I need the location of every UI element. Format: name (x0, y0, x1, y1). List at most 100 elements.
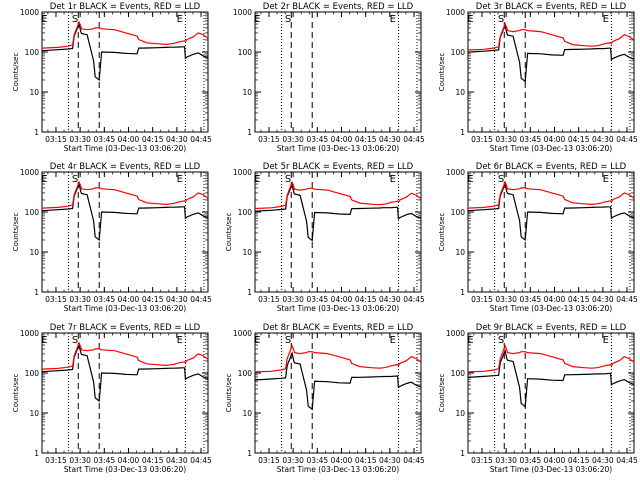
y-tick-label: 1 (34, 288, 39, 297)
y-tick-label: 100 (25, 48, 40, 57)
series-lld-line (467, 22, 635, 51)
y-tick-label: 1 (247, 288, 252, 297)
x-tick-label: 04:00 (118, 456, 140, 465)
plot-frame (254, 11, 422, 133)
x-tick-label: 04:15 (355, 456, 377, 465)
panel-9: Det 9r BLACK = Events, RED = LLD 1 10 100 10… (438, 323, 638, 474)
y-tick-label: 1000 (20, 329, 39, 338)
y-tick-label: 10 (455, 88, 465, 97)
x-tick-label: 03:45 (94, 135, 116, 144)
x-tick-label: 04:30 (592, 456, 614, 465)
panel-4: Det 4r BLACK = Events, RED = LLD 1 10 100 10… (12, 162, 212, 313)
y-tick-label: 1 (460, 128, 465, 137)
x-tick-label: 03:45 (520, 456, 542, 465)
series-events-line (254, 182, 422, 242)
x-tick-label: 04:00 (331, 135, 353, 144)
panel-6: Det 6r BLACK = Events, RED = LLD 1 10 100 10… (438, 162, 638, 313)
panel-title: Det 6r BLACK = Events, RED = LLD (476, 162, 627, 172)
x-tick-label: 04:45 (616, 295, 638, 304)
x-tick-label: 03:45 (520, 135, 542, 144)
marker-label: S (285, 14, 291, 25)
panel-title: Det 9r BLACK = Events, RED = LLD (476, 323, 627, 333)
marker-label: E (390, 335, 396, 346)
series-events-line (254, 351, 422, 411)
panel-3: Det 3r BLACK = Events, RED = LLD 1 10 100 10… (438, 2, 638, 153)
marker-label: S (498, 14, 504, 25)
x-tick-label: 03:15 (45, 456, 67, 465)
x-axis-label: Start Time (03-Dec-13 03:06:20) (277, 465, 399, 474)
marker-label: E (603, 174, 609, 185)
series-events-line (41, 342, 209, 403)
y-tick-label: 1 (460, 288, 465, 297)
panel-title: Det 3r BLACK = Events, RED = LLD (476, 2, 627, 12)
y-tick-label: 1 (34, 128, 39, 137)
series-lld-line (41, 341, 209, 370)
x-tick-label: 03:45 (307, 135, 329, 144)
x-tick-label: 04:00 (544, 295, 566, 304)
x-tick-label: 04:00 (544, 456, 566, 465)
y-tick-label: 1000 (233, 329, 252, 338)
x-tick-label: 03:15 (258, 456, 280, 465)
marker-label: E (467, 14, 473, 25)
x-axis-label: Start Time (03-Dec-13 03:06:20) (490, 304, 612, 313)
x-tick-label: 04:30 (166, 135, 188, 144)
marker-label: E (254, 174, 260, 185)
x-tick-label: 03:15 (258, 295, 280, 304)
x-tick-label: 04:30 (379, 295, 401, 304)
marker-label: E (41, 335, 47, 346)
marker-label: E (177, 174, 183, 185)
plot-frame (467, 332, 635, 454)
x-tick-label: 03:30 (282, 295, 304, 304)
x-tick-label: 03:15 (45, 135, 67, 144)
x-tick-label: 04:45 (616, 135, 638, 144)
series-lld-line (41, 20, 209, 49)
panel-title: Det 2r BLACK = Events, RED = LLD (263, 2, 414, 12)
panel-2: Det 2r BLACK = Events, RED = LLD 1 10 100 10… (233, 2, 425, 153)
plot-frame (467, 11, 635, 133)
y-tick-label: 100 (25, 369, 40, 378)
marker-label: E (254, 14, 260, 25)
marker-label: S (72, 335, 78, 346)
plot-frame (41, 11, 209, 133)
plot-frame (254, 171, 422, 293)
y-tick-label: 10 (29, 88, 39, 97)
y-tick-label: 1000 (233, 168, 252, 177)
y-tick-label: 100 (238, 208, 253, 217)
x-tick-label: 04:15 (142, 295, 164, 304)
marker-label: E (467, 174, 473, 185)
marker-label: S (72, 14, 78, 25)
marker-label: E (603, 14, 609, 25)
panel-title: Det 5r BLACK = Events, RED = LLD (263, 162, 414, 172)
y-tick-label: 100 (451, 208, 466, 217)
x-tick-label: 04:15 (355, 135, 377, 144)
marker-label: E (177, 14, 183, 25)
x-tick-label: 04:15 (568, 135, 590, 144)
series-lld-line (254, 344, 422, 373)
x-tick-label: 03:30 (495, 456, 517, 465)
x-tick-label: 03:45 (94, 295, 116, 304)
x-tick-label: 04:45 (403, 135, 425, 144)
y-axis-label: Counts/sec (225, 213, 233, 252)
x-tick-label: 04:30 (592, 295, 614, 304)
x-tick-label: 04:00 (118, 135, 140, 144)
x-tick-label: 04:45 (190, 456, 212, 465)
series-events-line (467, 181, 635, 242)
x-axis-label: Start Time (03-Dec-13 03:06:20) (277, 304, 399, 313)
panel-title: Det 4r BLACK = Events, RED = LLD (50, 162, 201, 172)
x-tick-label: 03:30 (69, 135, 91, 144)
x-tick-label: 03:30 (282, 456, 304, 465)
x-tick-label: 03:30 (495, 135, 517, 144)
y-axis-label: Counts/sec (225, 374, 233, 413)
y-tick-label: 1000 (20, 168, 39, 177)
y-axis-label: Counts/sec (438, 53, 446, 92)
x-axis-label: Start Time (03-Dec-13 03:06:20) (64, 144, 186, 153)
x-tick-label: 04:45 (403, 456, 425, 465)
marker-label: E (177, 335, 183, 346)
x-tick-label: 04:15 (355, 295, 377, 304)
marker-label: E (41, 14, 47, 25)
x-tick-label: 04:45 (403, 295, 425, 304)
marker-label: S (72, 174, 78, 185)
series-lld-line (467, 344, 635, 373)
x-tick-label: 03:15 (45, 295, 67, 304)
